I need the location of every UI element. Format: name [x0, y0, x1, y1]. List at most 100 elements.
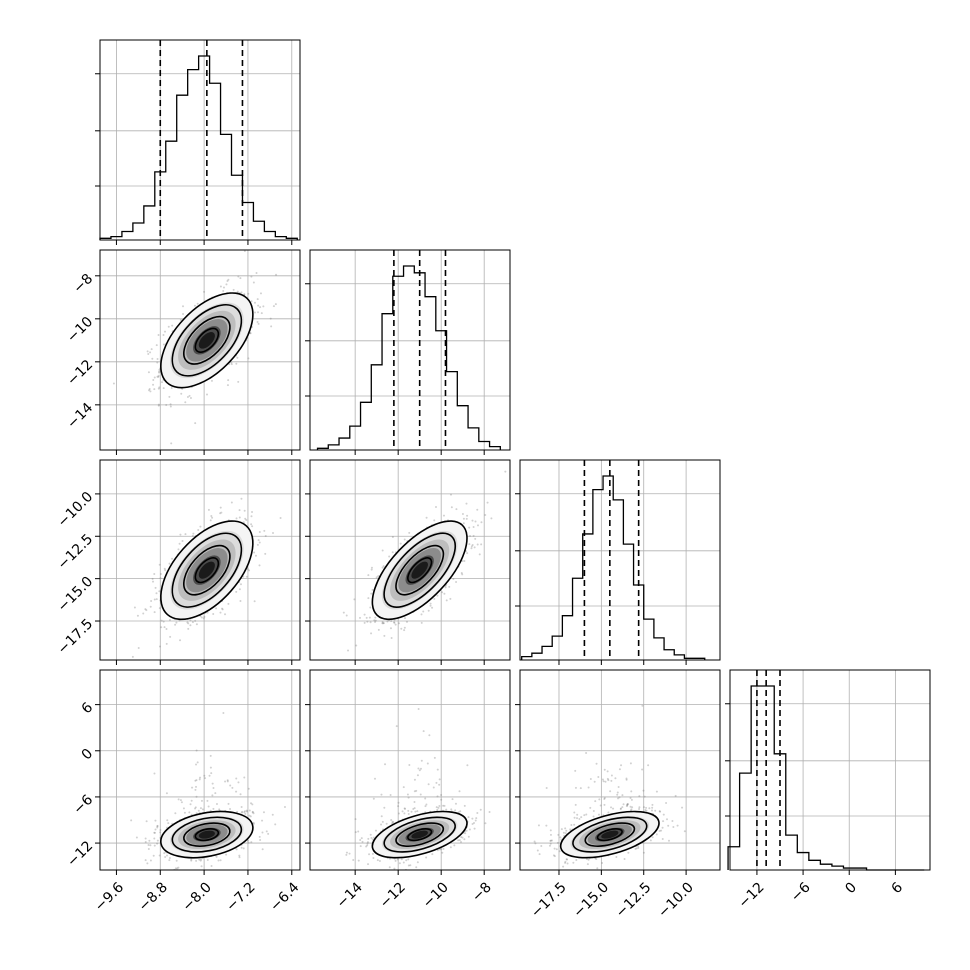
sample-point	[373, 777, 376, 780]
sample-point	[407, 858, 410, 861]
sample-point	[366, 842, 369, 845]
sample-point	[408, 763, 411, 766]
sample-point	[585, 858, 588, 861]
sample-point	[212, 787, 215, 790]
sample-point	[237, 781, 240, 784]
sample-point	[575, 859, 578, 862]
sample-point	[151, 357, 154, 360]
sample-point	[368, 616, 371, 619]
sample-point	[199, 807, 202, 810]
sample-point	[189, 619, 192, 622]
sample-point	[462, 517, 465, 520]
sample-point	[651, 803, 654, 806]
sample-point	[168, 618, 171, 621]
sample-point	[474, 520, 477, 523]
panel-frame-2-0	[99, 459, 301, 661]
sample-point	[647, 764, 650, 767]
sample-point	[158, 370, 161, 373]
sample-point	[414, 810, 417, 813]
sample-point	[235, 362, 238, 365]
sample-point	[149, 605, 152, 608]
sample-point	[469, 534, 472, 537]
sample-point	[195, 763, 198, 766]
sample-point	[428, 734, 431, 737]
sample-point	[416, 774, 419, 777]
sample-point	[367, 863, 370, 866]
sample-point	[374, 619, 377, 622]
sample-point	[345, 614, 348, 617]
sample-point	[159, 573, 162, 576]
sample-point	[259, 306, 262, 309]
sample-point	[248, 814, 251, 817]
sample-point	[136, 614, 139, 617]
sample-point	[159, 829, 162, 832]
sample-point	[243, 293, 246, 296]
sample-point	[637, 847, 640, 850]
sample-point	[112, 382, 115, 385]
sample-point	[367, 597, 370, 600]
sample-point	[157, 371, 160, 374]
sample-point	[267, 832, 270, 835]
sample-point	[534, 842, 537, 845]
sample-point	[250, 802, 253, 805]
sample-point	[200, 799, 203, 802]
sample-point	[147, 844, 150, 847]
sample-point	[226, 779, 229, 782]
sample-point	[194, 806, 197, 809]
sample-point	[460, 835, 463, 838]
sample-point	[369, 833, 372, 836]
sample-point	[672, 825, 675, 828]
sample-point	[155, 598, 158, 601]
sample-point	[152, 383, 155, 386]
panel-3-1	[345, 708, 491, 870]
sample-point	[366, 841, 369, 844]
sample-point	[360, 837, 363, 840]
sample-point	[237, 380, 240, 383]
sample-point	[391, 551, 394, 554]
sample-point	[149, 844, 152, 847]
sample-point	[240, 846, 243, 849]
sample-point	[186, 396, 189, 399]
sample-point	[187, 627, 190, 630]
sample-point	[440, 798, 443, 801]
panel-frame-0-0	[99, 39, 301, 241]
sample-point	[243, 811, 246, 814]
sample-point	[206, 393, 209, 396]
sample-point	[231, 786, 234, 789]
sample-point	[454, 809, 457, 812]
sample-point	[438, 848, 441, 851]
sample-point	[235, 517, 238, 520]
sample-point	[454, 802, 457, 805]
sample-point	[366, 620, 369, 623]
sample-point	[403, 807, 406, 810]
sample-point	[152, 379, 155, 382]
sample-point	[402, 786, 405, 789]
sample-point	[258, 564, 261, 567]
sample-point	[144, 837, 147, 840]
sample-point	[630, 790, 633, 793]
sample-point	[404, 807, 407, 810]
sample-point	[175, 859, 178, 862]
sample-point	[167, 325, 170, 328]
sample-point	[151, 577, 154, 580]
sample-point	[665, 818, 668, 821]
sample-point	[146, 862, 149, 865]
sample-point	[167, 822, 170, 825]
sample-point	[154, 819, 157, 822]
sample-point	[413, 807, 416, 810]
sample-point	[189, 396, 192, 399]
sample-point	[445, 808, 448, 811]
sample-point	[235, 590, 238, 593]
sample-point	[472, 525, 475, 528]
sample-point	[437, 806, 440, 809]
sample-point	[169, 635, 172, 638]
sample-point	[156, 361, 159, 364]
sample-point	[204, 777, 207, 780]
sample-point	[222, 289, 225, 292]
sample-point	[283, 806, 286, 809]
sample-point	[394, 623, 397, 626]
sample-point	[418, 769, 421, 772]
sample-point	[433, 756, 436, 759]
sample-point	[383, 634, 386, 637]
sample-point	[642, 806, 645, 809]
